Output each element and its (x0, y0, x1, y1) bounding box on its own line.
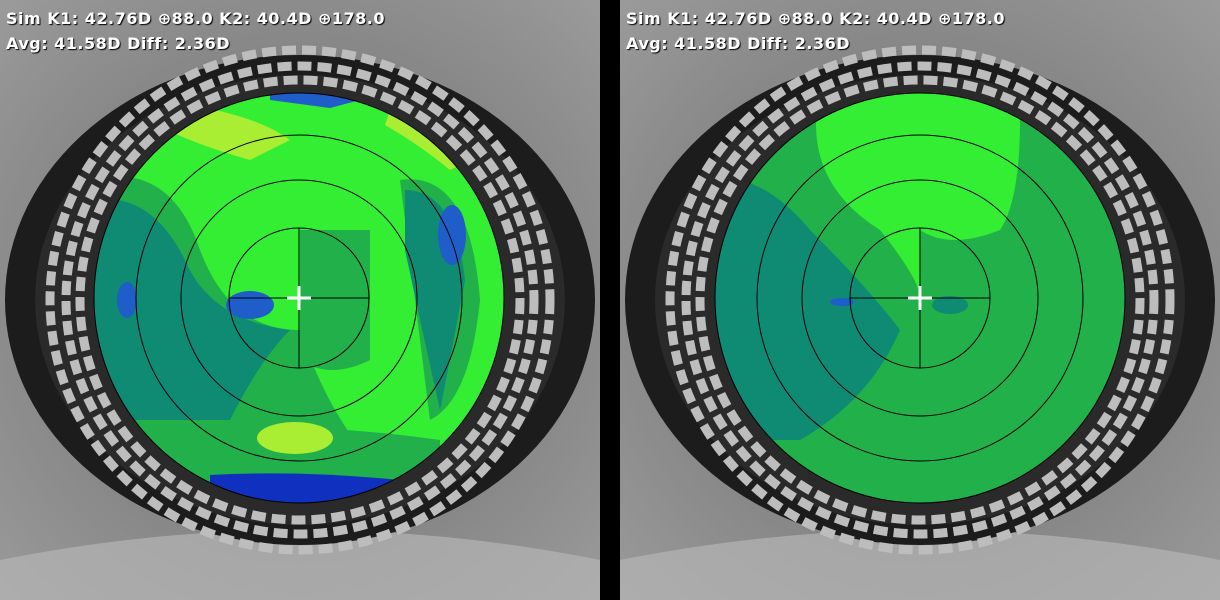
center-crosshair (287, 286, 311, 310)
right-topography-panel: Sim K1: 42.76D ⊕88.0 K2: 40.4D ⊕178.0 Av… (620, 0, 1220, 600)
sim-k-line: Sim K1: 42.76D ⊕88.0 K2: 40.4D ⊕178.0 (6, 9, 386, 28)
left-eye-image (0, 0, 600, 600)
left-topography-panel: Sim K1: 42.76D ⊕88.0 K2: 40.4D ⊕178.0 Av… (0, 0, 600, 600)
center-crosshair (908, 286, 932, 310)
avg-diff-line: Avg: 41.58D Diff: 2.36D (626, 34, 851, 53)
avg-diff-line: Avg: 41.58D Diff: 2.36D (6, 34, 231, 53)
keratometry-readout: Sim K1: 42.76D ⊕88.0 K2: 40.4D ⊕178.0 Av… (6, 6, 385, 56)
sim-k-line: Sim K1: 42.76D ⊕88.0 K2: 40.4D ⊕178.0 (626, 9, 1006, 28)
keratometry-readout: Sim K1: 42.76D ⊕88.0 K2: 40.4D ⊕178.0 Av… (626, 6, 1005, 56)
right-eye-image (620, 0, 1220, 600)
panel-divider (600, 0, 620, 600)
